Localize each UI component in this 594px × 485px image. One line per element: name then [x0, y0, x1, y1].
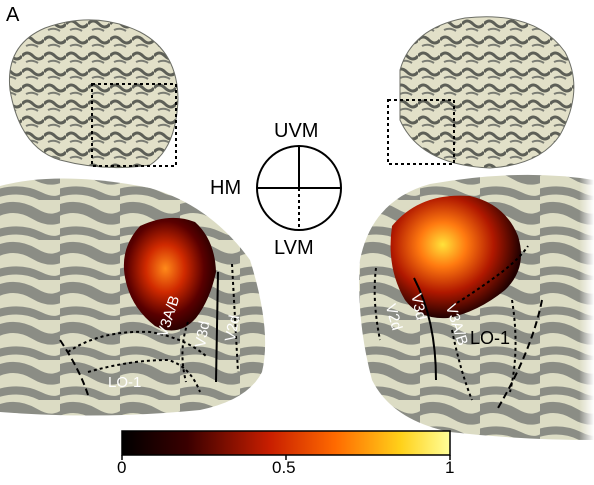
visual-field-dial — [256, 145, 342, 231]
brain-thumbnail-left — [8, 19, 179, 169]
colorbar — [121, 430, 451, 456]
activation-map-left — [123, 217, 216, 331]
area-label-lo1-left: LO-1 — [108, 374, 142, 391]
dial-label-horizontal: HM — [210, 177, 242, 199]
area-boundaries-right — [373, 245, 543, 409]
colorbar-tick-05: 0.5 — [272, 458, 296, 477]
brain-thumbnail-right — [399, 16, 575, 169]
zoom-box-left — [91, 83, 177, 167]
area-boundaries-left — [59, 263, 239, 396]
zoom-box-right — [387, 99, 455, 165]
colorbar-tick-1: 1 — [445, 458, 455, 477]
colorbar-tick-0: 0 — [117, 458, 127, 477]
activation-map-right — [390, 195, 522, 319]
dial-label-lower: LVM — [274, 237, 314, 259]
panel-label: A — [6, 4, 20, 26]
area-label-lo1-right: LO-1 — [470, 328, 511, 348]
dial-label-upper: UVM — [274, 120, 319, 142]
